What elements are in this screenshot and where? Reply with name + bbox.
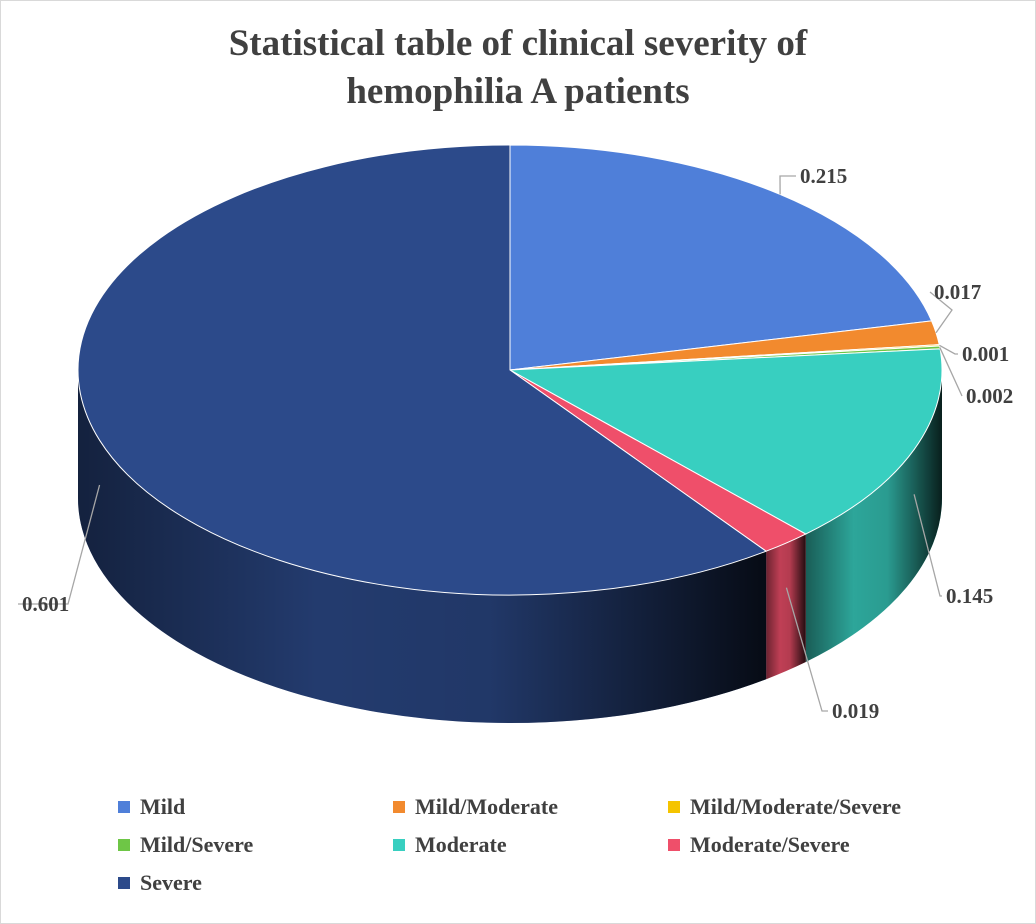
leader-line-mild [779,175,796,195]
chart-title-line-2: hemophilia A patients [346,71,690,112]
legend-swatch [668,801,680,813]
data-label-mild-moderate: 0.017 [934,280,981,304]
side-moderate [805,370,942,663]
data-labels: 0.215 0.017 0.001 0.002 0.145 0.019 0.601 [22,164,1013,723]
legend-label: Moderate/Severe [690,832,850,857]
leader-line-severe [18,484,101,605]
legend-item-severe[interactable]: Severe [118,870,202,896]
data-label-moderate-severe: 0.019 [832,699,879,723]
legend-swatch [668,839,680,851]
leader-line-mild-moderate-severe [939,344,958,355]
data-label-mild-severe: 0.002 [966,384,1013,408]
legend-swatch [393,839,405,851]
legend-item-mild-severe[interactable]: Mild/Severe [118,832,253,858]
slice-moderate[interactable] [508,348,943,535]
leader-line-mild-moderate [929,291,953,334]
side-severe [78,370,767,723]
legend-item-mild-moderate[interactable]: Mild/Moderate [393,794,558,820]
side-moderate-severe [766,534,806,680]
legend-item-mild[interactable]: Mild [118,794,185,820]
legend-label: Mild [140,794,186,819]
pie-sides [78,370,942,723]
leader-lines [18,175,963,712]
legend-label: Mild/Moderate [415,794,558,819]
slice-severe[interactable] [77,144,768,596]
legend-swatch [393,801,405,813]
chart-title-line-1: Statistical table of clinical severity o… [228,23,808,64]
leader-line-mild-severe [939,347,963,397]
data-label-mild-moderate-severe: 0.001 [962,342,1009,366]
legend-label: Severe [140,870,202,895]
legend-label: Moderate [415,832,507,857]
legend-item-moderate-severe[interactable]: Moderate/Severe [668,832,850,858]
leader-line-moderate [913,494,942,597]
legend-swatch [118,839,130,851]
legend-swatch [118,877,130,889]
data-label-severe: 0.601 [22,592,69,616]
chart-title: Statistical table of clinical severity o… [0,20,1036,116]
leader-line-moderate-severe [785,587,828,712]
pie-slices [77,144,943,596]
legend-item-moderate[interactable]: Moderate [393,832,507,858]
legend-swatch [118,801,130,813]
data-label-mild: 0.215 [800,164,847,188]
data-label-moderate: 0.145 [946,584,993,608]
legend-label: Mild/Severe [140,832,254,857]
legend-label: Mild/Moderate/Severe [690,794,901,819]
legend-item-mild-moderate-severe[interactable]: Mild/Moderate/Severe [668,794,901,820]
slice-mild[interactable] [509,144,933,371]
